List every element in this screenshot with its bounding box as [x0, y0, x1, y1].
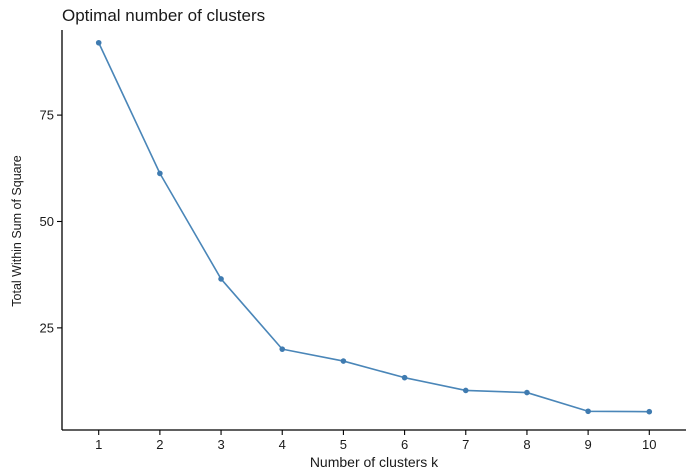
x-tick-label: 2 [156, 437, 163, 452]
data-point [279, 346, 286, 352]
x-tick-label: 7 [462, 437, 469, 452]
x-tick-label: 5 [340, 437, 347, 452]
x-tick-label: 4 [279, 437, 286, 452]
data-point [462, 387, 469, 394]
series-line [97, 41, 651, 413]
x-tick-label: 9 [585, 437, 592, 452]
chart-title: Optimal number of clusters [62, 6, 265, 25]
data-point [524, 389, 530, 396]
data-point [646, 408, 653, 415]
x-tick-label: 10 [642, 437, 656, 452]
y-tick-label: 75 [40, 108, 54, 123]
data-point [218, 276, 224, 282]
plot-area: 25 50 75 1 2 3 4 5 6 7 8 9 10 [40, 30, 686, 452]
x-tick-label: 6 [401, 437, 408, 452]
data-point [95, 39, 102, 46]
x-tick-label: 8 [523, 437, 530, 452]
x-tick-label: 3 [217, 437, 224, 452]
y-axis-title: Total Within Sum of Square [10, 155, 24, 307]
y-tick-label: 25 [40, 320, 54, 335]
x-axis-title: Number of clusters k [310, 454, 439, 470]
data-point [585, 408, 591, 415]
x-tick-label: 1 [95, 437, 102, 452]
data-point [157, 170, 163, 177]
y-tick-label: 50 [40, 214, 54, 229]
data-point [340, 358, 347, 364]
data-point [401, 374, 408, 381]
